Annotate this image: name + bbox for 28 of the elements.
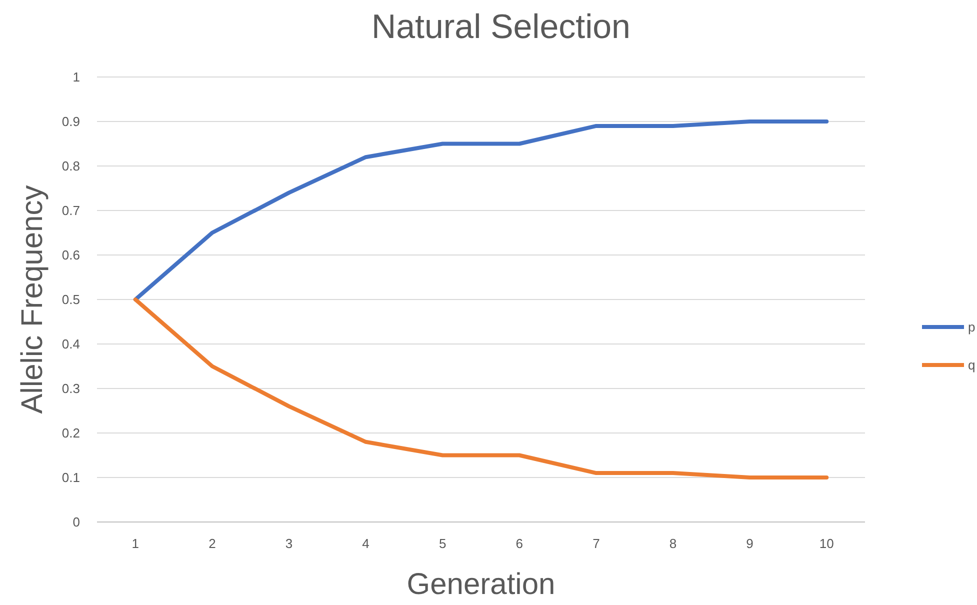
x-tick-label: 1 <box>132 536 140 551</box>
x-tick-label: 10 <box>819 536 834 551</box>
x-tick-label: 2 <box>208 536 216 551</box>
x-tick-label: 6 <box>516 536 524 551</box>
x-axis-title: Generation <box>406 568 556 601</box>
line-series <box>133 298 829 480</box>
y-tick-label: 0.8 <box>62 158 80 174</box>
y-tick-label: 0.1 <box>62 470 80 486</box>
y-axis-title: Allelic Frequency <box>16 185 49 414</box>
x-tick-label: 5 <box>438 536 446 551</box>
y-tick-label: 0.6 <box>62 248 80 263</box>
y-tick-label: 0 <box>72 514 80 530</box>
legend-label: q <box>968 358 976 373</box>
line-series <box>133 120 829 302</box>
x-tick-label: 3 <box>285 536 293 551</box>
y-tick-label: 0.7 <box>62 203 80 218</box>
x-tick-label: 4 <box>362 536 370 551</box>
x-tick-label: 8 <box>669 536 677 551</box>
x-tick-label: 9 <box>746 536 754 551</box>
x-tick-label: 7 <box>592 536 600 551</box>
y-tick-label: 0.4 <box>62 336 80 352</box>
y-tick-label: 1 <box>72 70 80 85</box>
y-tick-label: 0.3 <box>62 381 80 396</box>
chart-title: Natural Selection <box>372 8 630 46</box>
y-tick-label: 0.2 <box>62 426 80 441</box>
legend-label: p <box>968 320 976 335</box>
y-tick-label: 0.9 <box>62 114 80 130</box>
y-tick-label: 0.5 <box>62 292 80 308</box>
